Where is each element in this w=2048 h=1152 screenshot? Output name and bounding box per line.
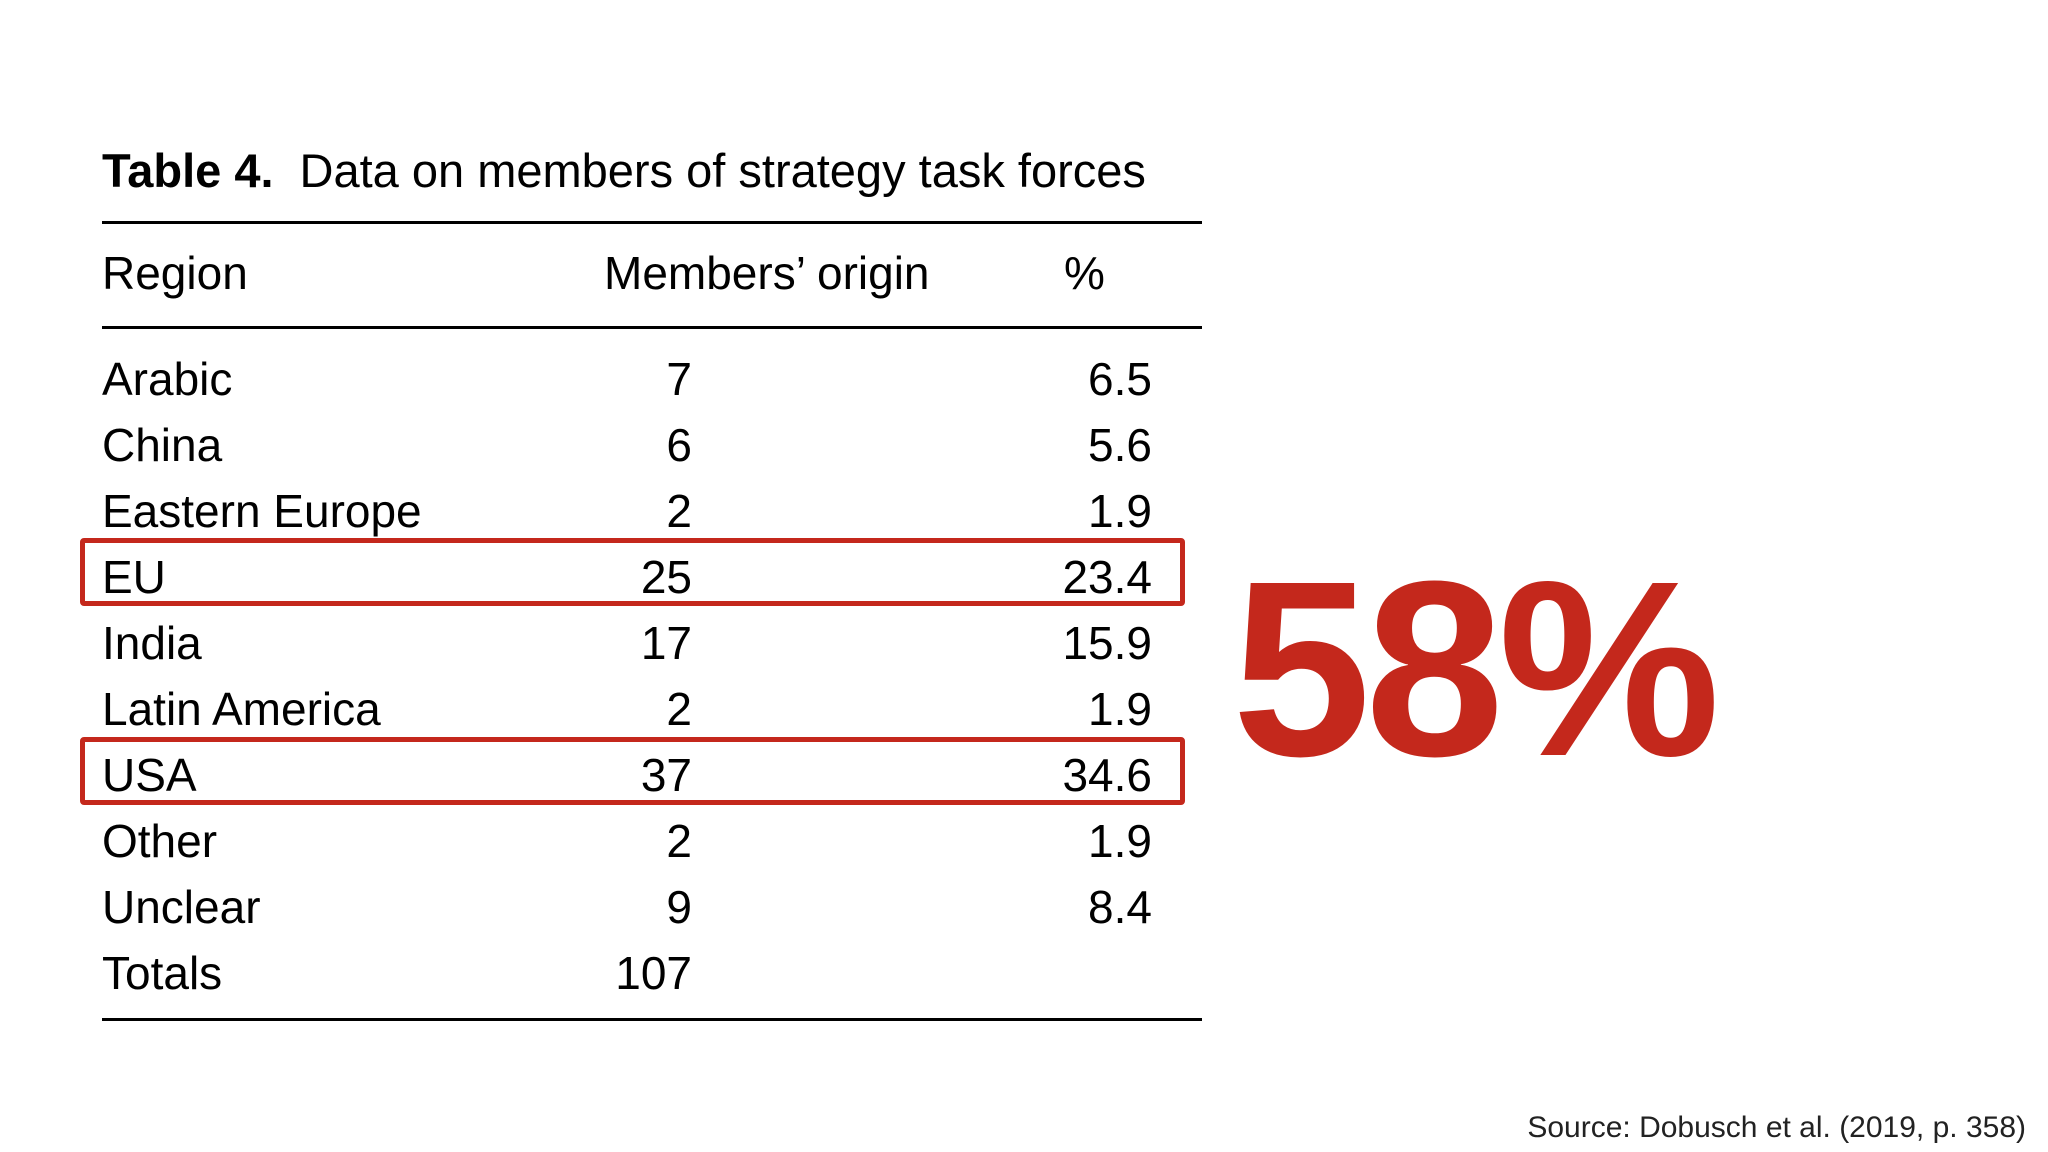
table-header-rule	[102, 326, 1202, 329]
table-caption: Table 4. Data on members of strategy task…	[102, 138, 1202, 204]
cell-percent: 6.5	[1088, 353, 1152, 405]
cell-region: Latin America	[102, 683, 381, 735]
cell-percent: 8.4	[1088, 881, 1152, 933]
data-table: Table 4. Data on members of strategy task…	[102, 138, 1202, 1021]
cell-region: Unclear	[102, 881, 261, 933]
table-row: India 17 15.9	[102, 610, 1202, 676]
cell-members: 9	[666, 881, 692, 933]
table-caption-label: Table 4.	[102, 144, 274, 197]
cell-region: Arabic	[102, 353, 233, 405]
cell-region: China	[102, 419, 223, 471]
cell-members: 37	[640, 749, 692, 801]
cell-region: Other	[102, 815, 218, 867]
cell-region: Eastern Europe	[102, 485, 422, 537]
cell-region: USA	[102, 749, 197, 801]
cell-members: 7	[666, 353, 692, 405]
table-row: Arabic 7 6.5	[102, 346, 1202, 412]
header-members-origin: Members’ origin	[604, 247, 930, 299]
table-row: Other 2 1.9	[102, 808, 1202, 874]
cell-members: 6	[666, 419, 692, 471]
table-top-rule	[102, 221, 1202, 224]
source-citation: Source: Dobusch et al. (2019, p. 358)	[1527, 1111, 2026, 1144]
table-row-usa: USA 37 34.6	[102, 742, 1202, 808]
cell-members: 107	[615, 947, 692, 999]
table-row: Unclear 9 8.4	[102, 874, 1202, 940]
table-row-eu: EU 25 23.4	[102, 544, 1202, 610]
cell-members: 2	[666, 683, 692, 735]
table-row-totals: Totals 107	[102, 940, 1202, 1006]
table-caption-text: Data on members of strategy task forces	[299, 144, 1146, 197]
cell-percent: 34.6	[1062, 749, 1152, 801]
cell-percent: 1.9	[1088, 683, 1152, 735]
cell-percent: 23.4	[1062, 551, 1152, 603]
cell-percent: 5.6	[1088, 419, 1152, 471]
cell-region: EU	[102, 551, 166, 603]
cell-region: Totals	[102, 947, 223, 999]
cell-percent: 1.9	[1088, 815, 1152, 867]
cell-percent: 1.9	[1088, 485, 1152, 537]
cell-percent: 15.9	[1062, 617, 1152, 669]
cell-members: 17	[640, 617, 692, 669]
header-region: Region	[102, 247, 248, 299]
big-stat-percentage: 58%	[1232, 529, 1720, 808]
cell-members: 2	[666, 815, 692, 867]
cell-members: 25	[640, 551, 692, 603]
cell-region: India	[102, 617, 202, 669]
table-row: China 6 5.6	[102, 412, 1202, 478]
cell-members: 2	[666, 485, 692, 537]
table-body: Arabic 7 6.5 China 6 5.6 Eastern Europe …	[102, 346, 1202, 1006]
table-row: Eastern Europe 2 1.9	[102, 478, 1202, 544]
table-header-row: Region Members’ origin %	[102, 240, 1202, 306]
header-percent: %	[1064, 247, 1105, 299]
table-bottom-rule	[102, 1018, 1202, 1021]
table-row: Latin America 2 1.9	[102, 676, 1202, 742]
